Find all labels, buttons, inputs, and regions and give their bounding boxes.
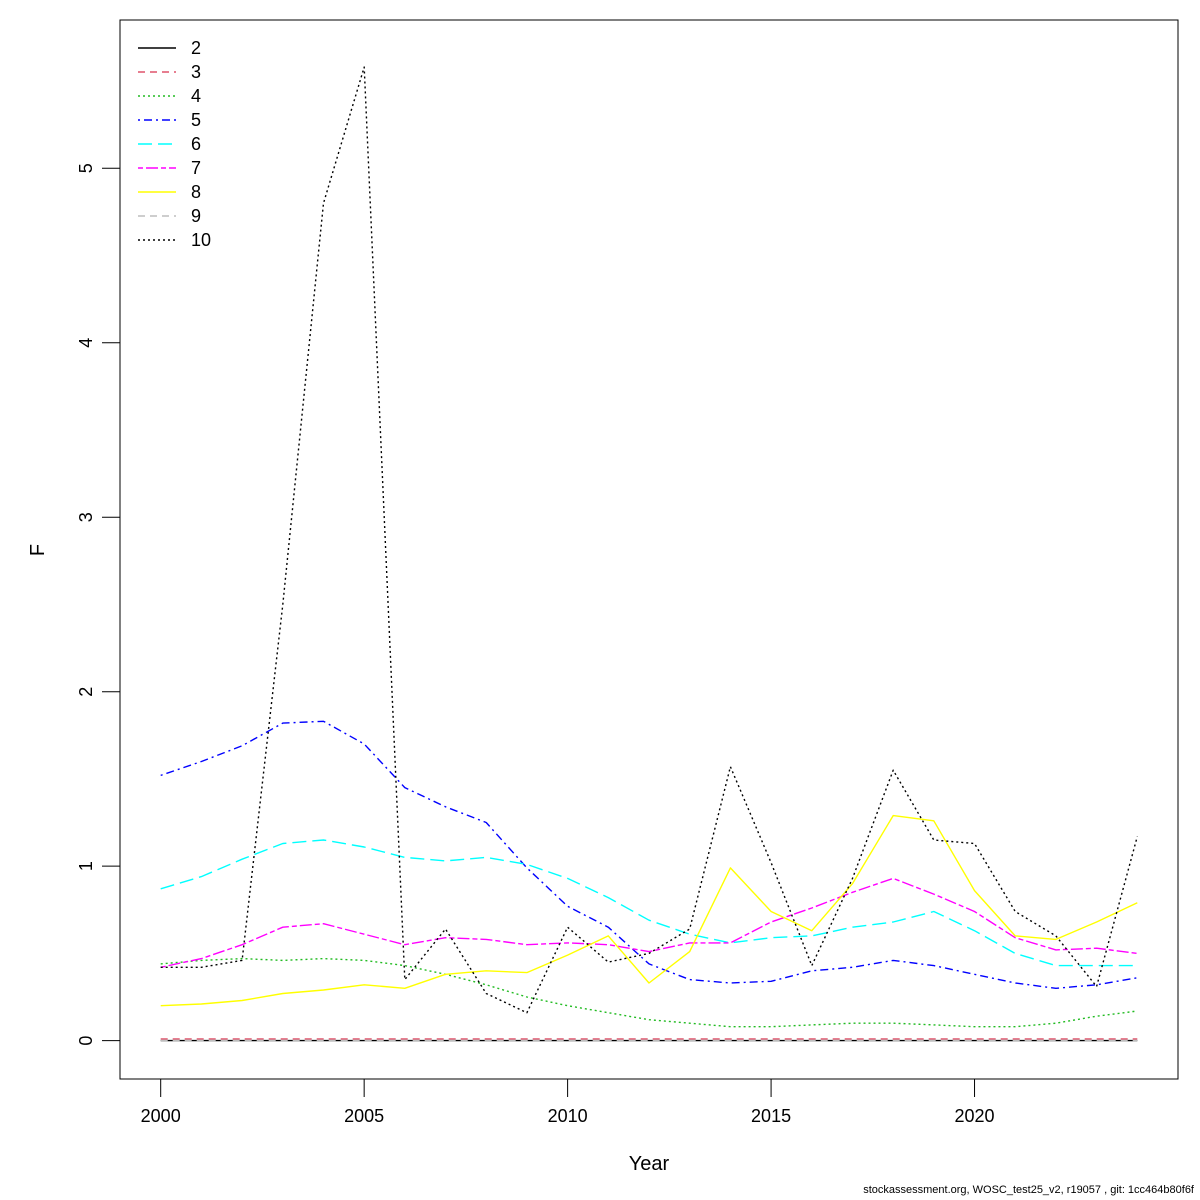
series-line-10 [160,66,1138,1014]
y-tick-label-2: 2 [76,687,96,697]
x-tick-label-2005: 2005 [344,1106,384,1126]
footer-caption: stockassessment.org, WOSC_test25_v2, r19… [863,1184,1194,1196]
x-tick-label-2000: 2000 [141,1106,181,1126]
y-tick-label-5: 5 [76,163,96,173]
legend-label-9: 9 [191,206,201,226]
series-line-8 [160,814,1138,1007]
series-layer [160,66,1138,1042]
x-tick-label-2020: 2020 [955,1106,995,1126]
legend-label-3: 3 [191,62,201,82]
y-tick-label-1: 1 [76,861,96,871]
y-tick-label-3: 3 [76,512,96,522]
y-axis: 0 1 2 3 4 5 [76,163,121,1046]
y-tick-label-0: 0 [76,1036,96,1046]
legend-label-5: 5 [191,110,201,130]
x-axis: 2000 2005 2010 2015 2020 [141,1078,995,1126]
series-line-5 [160,720,1138,989]
legend-label-4: 4 [191,86,201,106]
legend-label-7: 7 [191,158,201,178]
x-tick-label-2015: 2015 [751,1106,791,1126]
series-line-7 [160,877,1138,968]
series-line-4 [160,957,1138,1028]
x-axis-title: Year [629,1153,670,1175]
legend: 2 3 4 5 6 7 8 9 10 [138,38,211,250]
legend-label-2: 2 [191,38,201,58]
x-tick-label-2010: 2010 [548,1106,588,1126]
series-line-6 [160,839,1138,967]
legend-label-10: 10 [191,230,211,250]
y-axis-title: F [27,544,49,556]
legend-label-6: 6 [191,134,201,154]
y-tick-label-4: 4 [76,338,96,348]
legend-label-8: 8 [191,182,201,202]
